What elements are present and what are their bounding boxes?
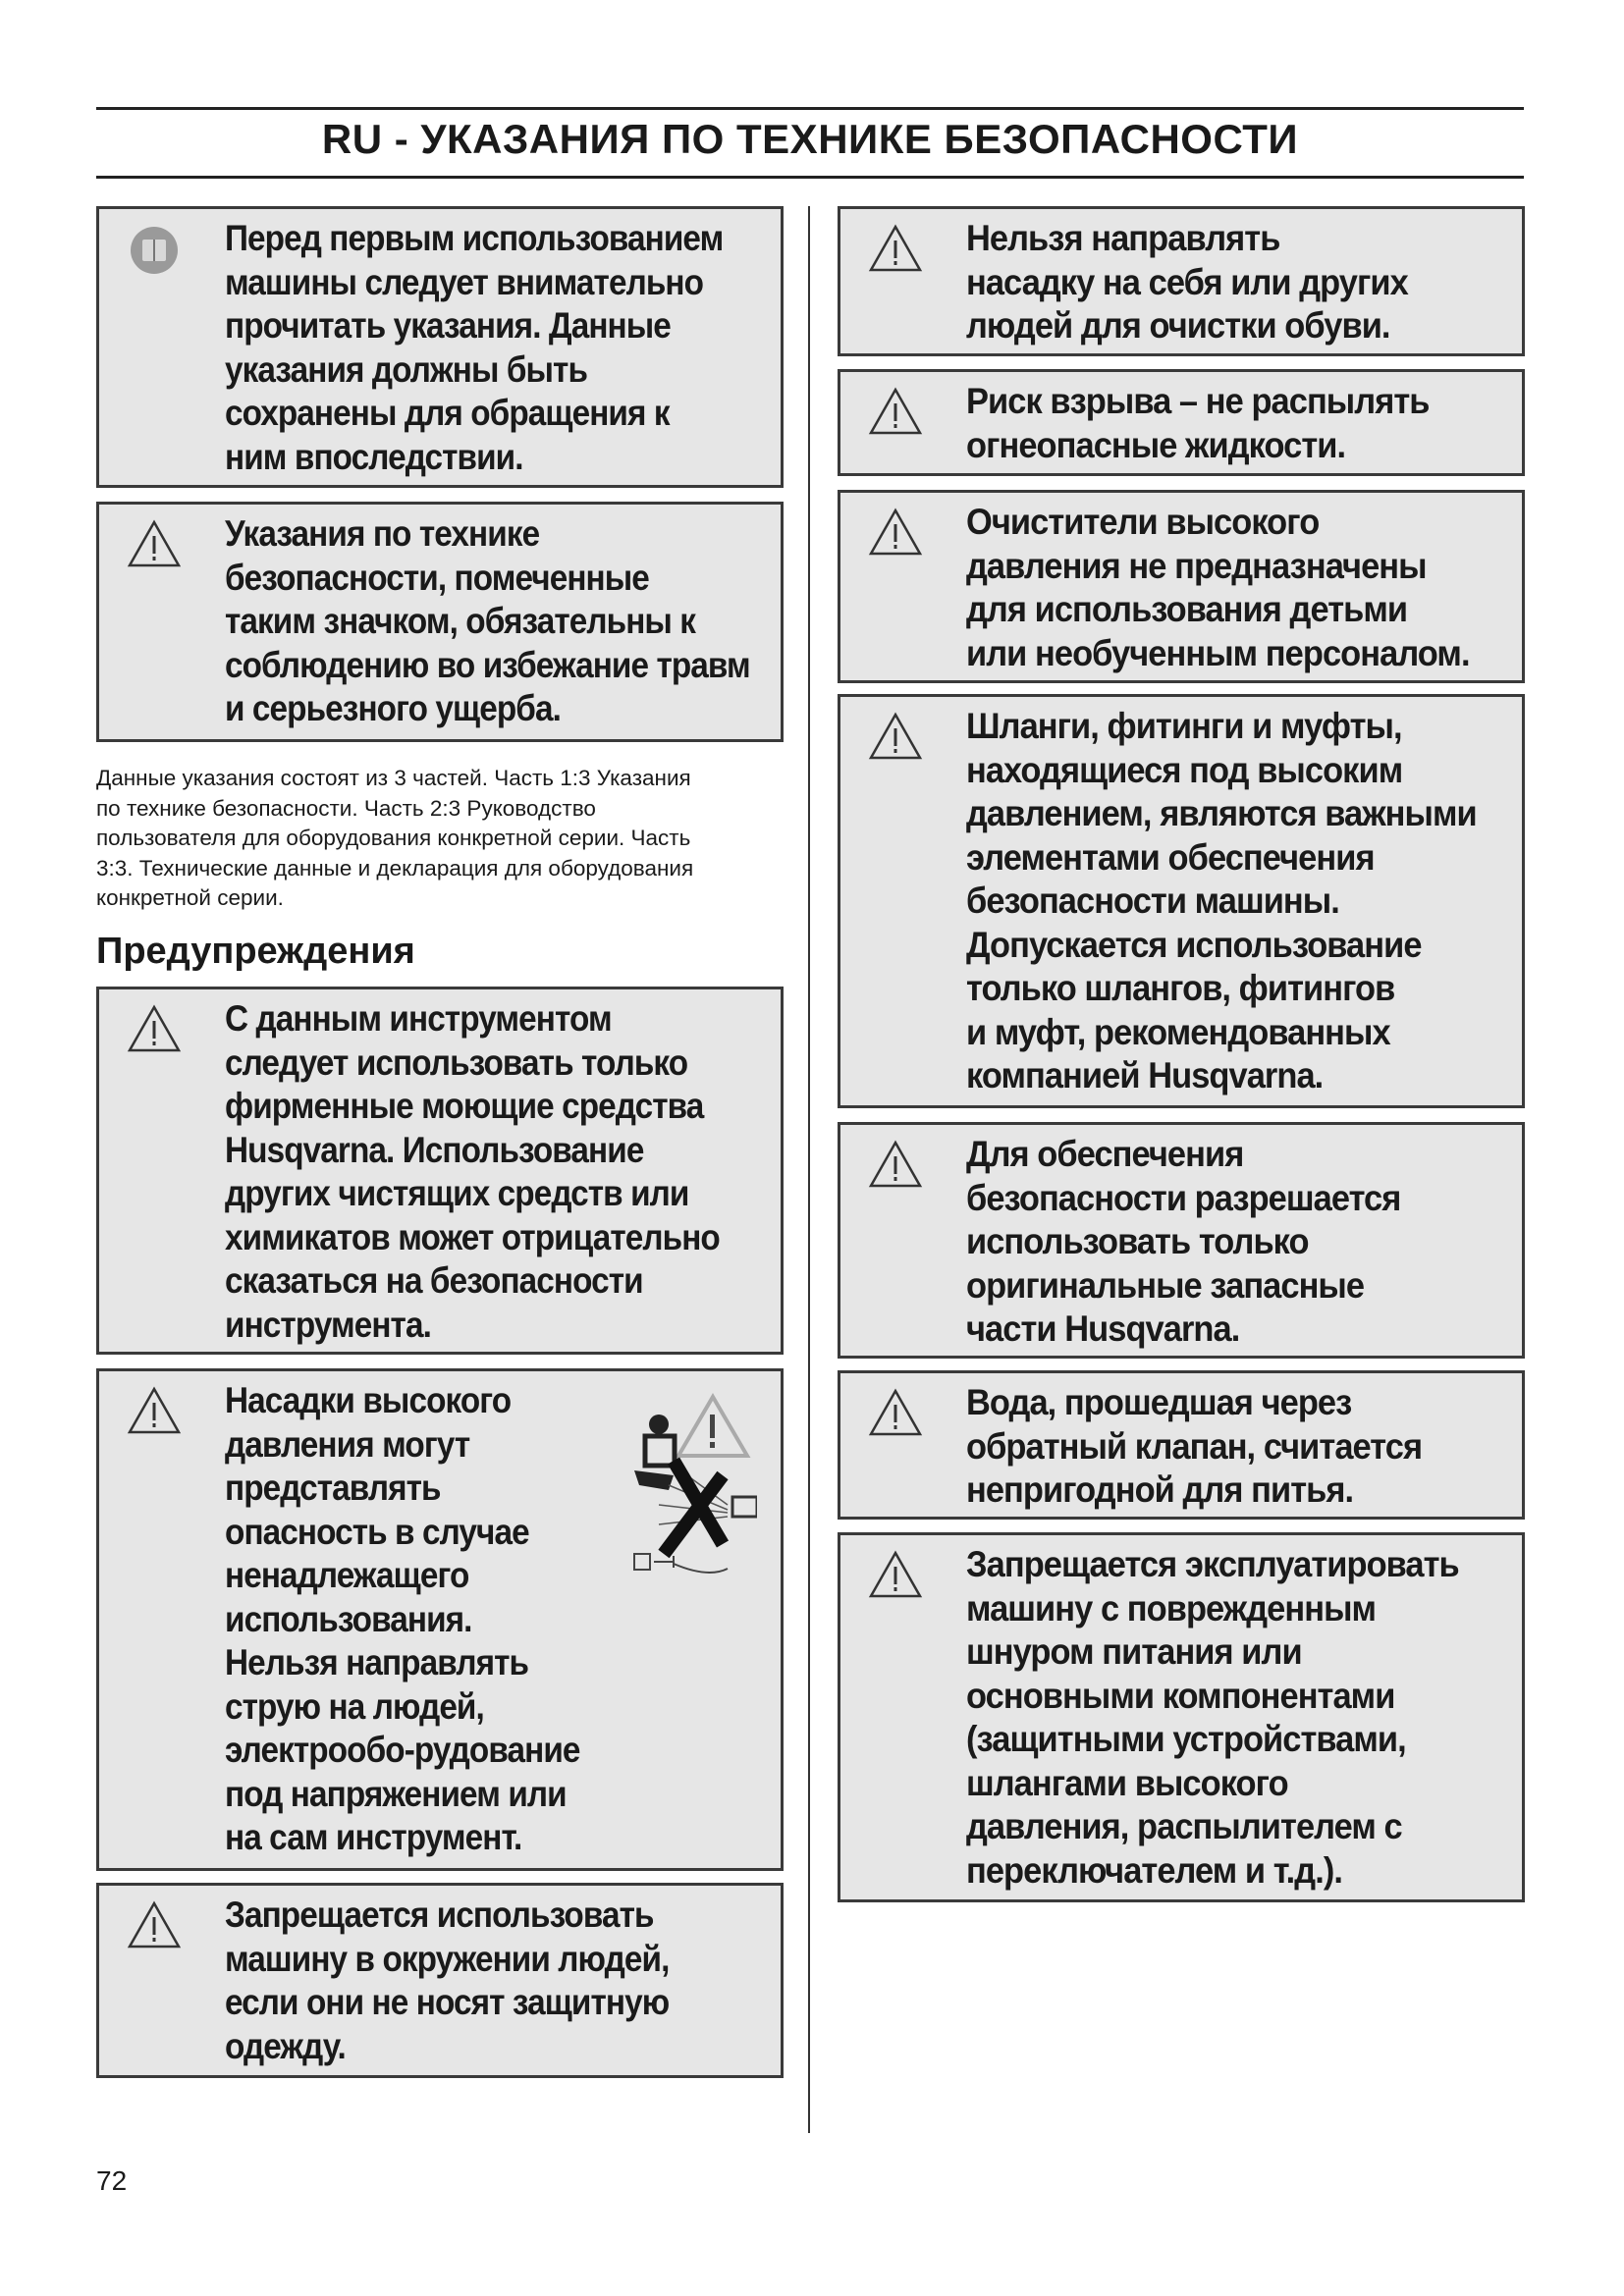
warning-box: Риск взрыва – не распылять огнеопасные ж… — [838, 369, 1525, 476]
page-title: RU - УКАЗАНИЯ ПО ТЕХНИКЕ БЕЗОПАСНОСТИ — [321, 116, 1299, 162]
read-manual-icon — [131, 227, 178, 274]
warning-text: С данным инструментом следует использова… — [225, 998, 721, 1345]
warning-text: Запрещается использовать машину в окруже… — [225, 1895, 670, 2066]
title-rule — [96, 176, 1524, 179]
warning-text: Шланги, фитинги и муфты, находящиеся под… — [966, 706, 1478, 1095]
top-rule — [96, 107, 1524, 110]
warning-text: Вода, прошедшая через обратный клапан, с… — [966, 1382, 1423, 1510]
do-not-spray-people-pictogram — [633, 1393, 757, 1574]
warning-text: Нельзя направлять насадку на себя или др… — [966, 218, 1409, 346]
warning-text: Риск взрыва – не распылять огнеопасные ж… — [966, 381, 1430, 465]
manual-notice-box: Перед первым использованием машины следу… — [96, 206, 784, 488]
warning-box: Очистители высокого давления не предназн… — [838, 490, 1525, 683]
warning-text: Для обеспечения безопасности разрешается… — [966, 1134, 1401, 1349]
intro-paragraph: Данные указания состоят из 3 частей. Час… — [96, 766, 694, 910]
page-number: 72 — [96, 2165, 128, 2196]
warning-text: Насадки высокого давления могут представ… — [225, 1380, 580, 1857]
warning-triangle-icon — [127, 1900, 182, 1949]
warning-text: Запрещается эксплуатировать машину с пов… — [966, 1544, 1460, 1891]
warning-triangle-icon — [868, 712, 923, 760]
warning-box: Нельзя направлять насадку на себя или др… — [838, 206, 1525, 356]
warning-box: Насадки высокого давления могут представ… — [96, 1368, 784, 1871]
warning-triangle-icon — [868, 1550, 923, 1598]
warning-triangle-icon — [868, 507, 923, 556]
warning-box: Запрещается эксплуатировать машину с пов… — [838, 1532, 1525, 1902]
warning-triangle-icon — [868, 387, 923, 435]
warning-text: Очистители высокого давления не предназн… — [966, 502, 1471, 673]
warning-triangle-icon — [868, 1388, 923, 1436]
warning-triangle-icon — [868, 1140, 923, 1188]
warning-triangle-icon — [868, 224, 923, 272]
warning-box: Шланги, фитинги и муфты, находящиеся под… — [838, 694, 1525, 1108]
warning-triangle-icon — [127, 1004, 182, 1052]
symbol-notice-box: Указания по технике безопасности, помече… — [96, 502, 784, 742]
warning-triangle-icon — [127, 519, 182, 567]
symbol-notice-text: Указания по технике безопасности, помече… — [225, 513, 751, 728]
warning-box: Вода, прошедшая через обратный клапан, с… — [838, 1370, 1525, 1520]
column-divider — [808, 206, 810, 2133]
manual-notice-text: Перед первым использованием машины следу… — [225, 218, 724, 477]
warning-box: Для обеспечения безопасности разрешается… — [838, 1122, 1525, 1359]
warnings-heading: Предупреждения — [96, 931, 415, 972]
warning-box: С данным инструментом следует использова… — [96, 987, 784, 1355]
warning-triangle-icon — [127, 1386, 182, 1434]
warning-box: Запрещается использовать машину в окруже… — [96, 1883, 784, 2078]
